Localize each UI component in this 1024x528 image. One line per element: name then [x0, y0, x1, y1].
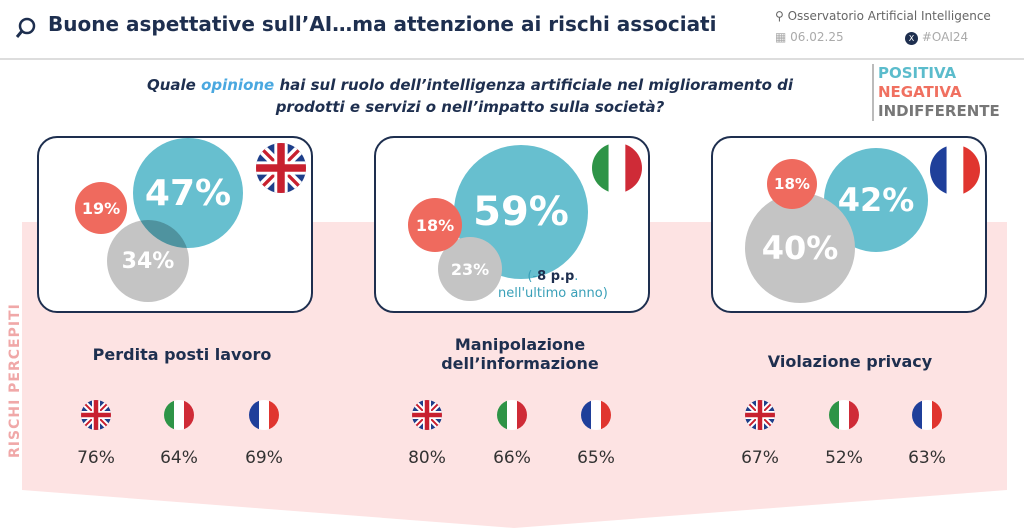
- x-logo-icon: X: [905, 32, 918, 45]
- risk-percentage-italy: 64%: [160, 448, 198, 468]
- search-logo-icon: [15, 17, 36, 38]
- org-name: Osservatorio Artificial Intelligence: [787, 9, 991, 23]
- date-label: ▦ 06.02.25: [775, 30, 844, 44]
- risk-percentage-france: 65%: [577, 448, 615, 468]
- legend-positive: POSITIVA: [878, 64, 957, 82]
- risk-title-jobs: Perdita posti lavoro: [92, 345, 272, 364]
- legend: POSITIVA NEGATIVA INDIFFERENTE: [872, 64, 1000, 121]
- uk-flag-icon: [256, 143, 306, 193]
- risk-percentage-uk: 76%: [77, 448, 115, 468]
- italy-change-note: (-8 p.p. nell'ultimo anno): [498, 269, 608, 301]
- risks-vertical-label: RISCHI PERCEPITI: [7, 303, 23, 458]
- france-flag-icon: [930, 145, 980, 195]
- calendar-icon: ▦: [775, 30, 787, 44]
- italy-flag-icon: [829, 400, 859, 430]
- question: Quale opinione hai sul ruolo dell’intell…: [146, 76, 794, 116]
- uk-flag-icon: [745, 400, 775, 430]
- france-flag-icon: [912, 400, 942, 430]
- risk-percentage-france: 63%: [908, 448, 946, 468]
- france-flag-icon: [249, 400, 279, 430]
- france-negative-bubble: 18%: [767, 159, 817, 209]
- italy-flag-icon: [592, 143, 642, 193]
- hashtag: #OAI24: [921, 30, 969, 44]
- uk-negative-bubble: 19%: [75, 182, 127, 234]
- italy-negative-bubble: 18%: [408, 198, 462, 252]
- france-flag-icon: [581, 400, 611, 430]
- uk-flag-icon: [412, 400, 442, 430]
- legend-indifferent: INDIFFERENTE: [878, 102, 1000, 120]
- date: 06.02.25: [790, 30, 844, 44]
- uk-indifferent-bubble: 34%: [107, 220, 189, 302]
- italy-flag-icon: [164, 400, 194, 430]
- divider: [0, 58, 1024, 60]
- org-label: ⚲ Osservatorio Artificial Intelligence: [775, 9, 991, 23]
- risk-percentage-uk: 67%: [741, 448, 779, 468]
- page-title: Buone aspettative sull’AI…ma attenzione …: [48, 12, 717, 36]
- legend-negative: NEGATIVA: [878, 83, 962, 101]
- risk-percentage-france: 69%: [245, 448, 283, 468]
- uk-flag-icon: [81, 400, 111, 430]
- france-indifferent-bubble: 40%: [745, 193, 855, 303]
- risk-percentage-uk: 80%: [408, 448, 446, 468]
- risk-percentage-italy: 66%: [493, 448, 531, 468]
- question-highlight: opinione: [201, 76, 275, 94]
- risk-title-misinformation: Manipolazione dell’informazione: [441, 335, 599, 373]
- hashtag-label: X #OAI24: [905, 30, 968, 45]
- italy-flag-icon: [497, 400, 527, 430]
- risk-title-privacy: Violazione privacy: [767, 352, 933, 371]
- risk-percentage-italy: 52%: [825, 448, 863, 468]
